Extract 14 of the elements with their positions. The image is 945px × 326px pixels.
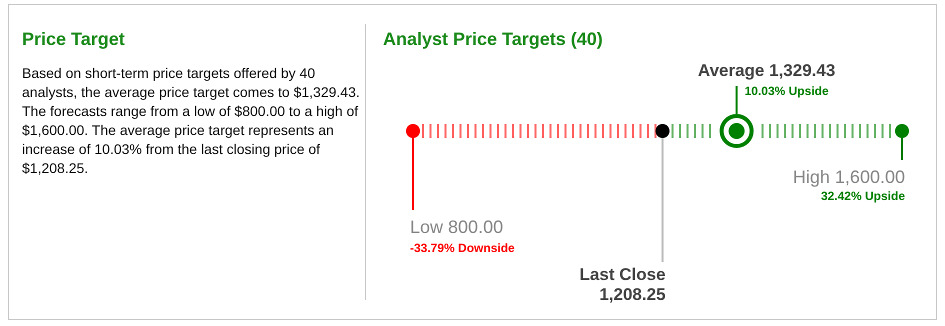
data-label: 800.00 (443, 217, 504, 237)
text: 10.03% Upside (744, 84, 829, 98)
data-label: 1,329.43 (764, 61, 836, 80)
data-label: 1,208.25 (599, 285, 666, 304)
text: Price Target (22, 29, 125, 49)
text: Based on short-term price targets offered by 40 analysts, the average price target comes to $1,329.43. The forecasts range from a low of $800.00 to a high of $1,600.00. The average price target represents an increase of 10.03% from the last closing price of $1,208.25. (22, 64, 361, 178)
data-label: 1,600.00 (830, 167, 905, 187)
text: Analyst Price Targets (40) (383, 29, 603, 49)
text: -33.79% Downside (410, 241, 516, 255)
category-label: Average (698, 61, 764, 80)
category-label: High (792, 167, 830, 187)
text: 32.42% Upside (820, 189, 906, 203)
category-label: Last Close (580, 265, 666, 284)
category-label: Low (410, 217, 444, 237)
